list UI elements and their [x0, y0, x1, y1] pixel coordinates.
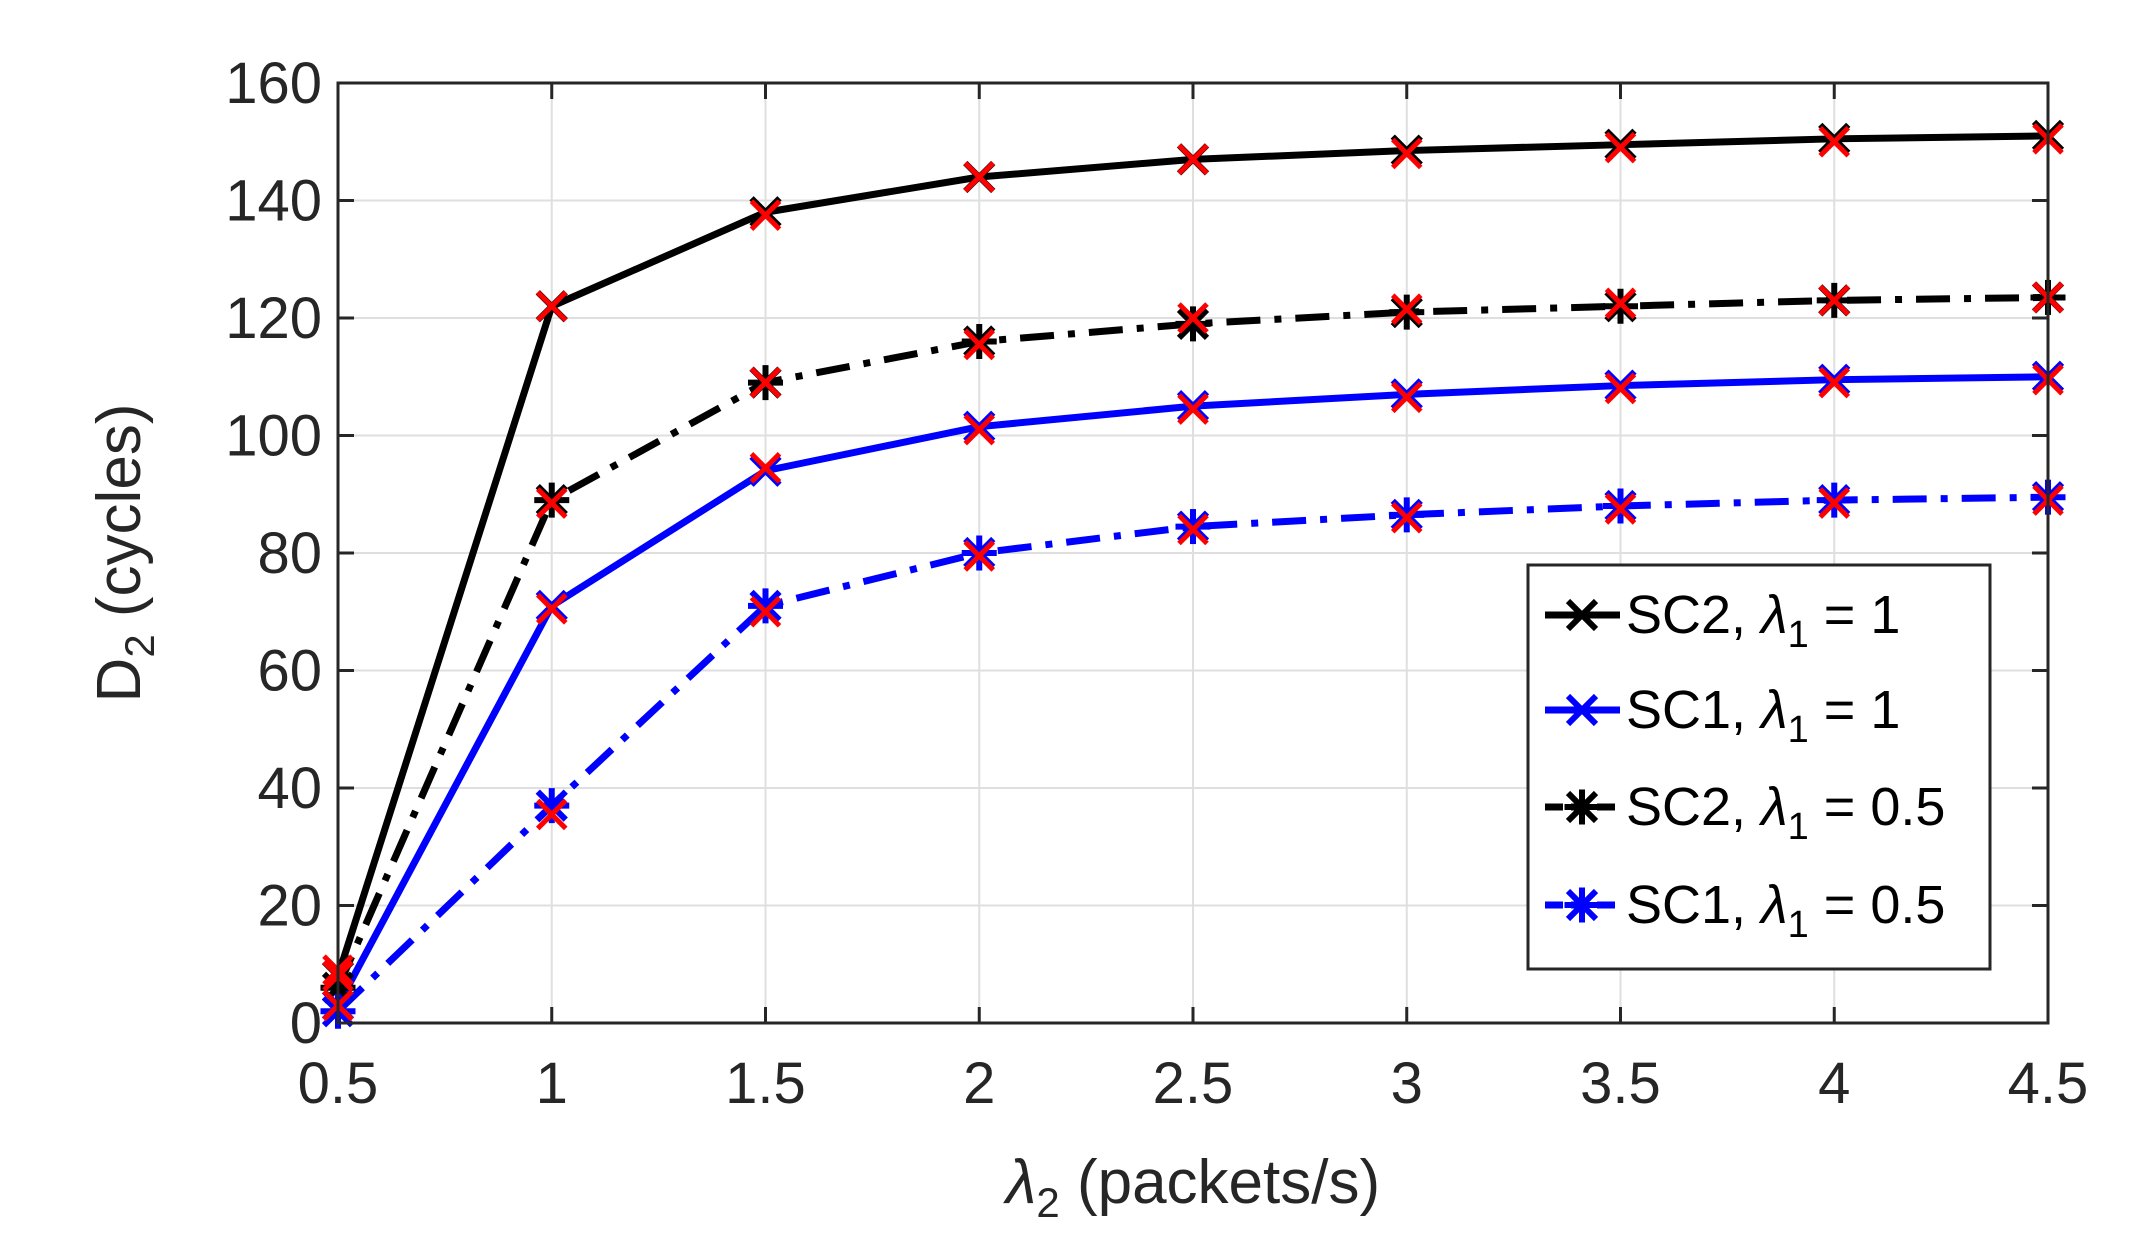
- x-tick-label: 3.5: [1580, 1051, 1661, 1116]
- x-tick-label: 1: [536, 1051, 568, 1116]
- y-tick-label: 100: [225, 404, 322, 469]
- series-line: [335, 493, 2049, 1014]
- simulation-marker: [1390, 137, 1423, 170]
- legend: SC2, λ1 = 1 SC1, λ1 = 1 SC2, λ1 = 0.5 SC1, …: [1526, 563, 1992, 971]
- y-tick-label: 0: [290, 991, 322, 1056]
- simulation-marker: [1390, 501, 1423, 534]
- y-tick-label: 20: [257, 874, 322, 939]
- legend-entry: SC2, λ1 = 0.5: [1626, 777, 1945, 848]
- simulation-marker: [963, 161, 996, 193]
- legend-entry: SC2, λ1 = 1: [1626, 585, 1900, 656]
- simulation-marker: [1818, 125, 1851, 158]
- x-tick-label: 2.5: [1153, 1051, 1234, 1116]
- x-tick-label: 4: [1818, 1051, 1850, 1116]
- x-tick-label: 1.5: [725, 1051, 806, 1116]
- simulation-marker: [1177, 143, 1209, 176]
- simulation-marker: [749, 452, 782, 484]
- simulation-marker: [1390, 293, 1423, 325]
- legend-marker: [1564, 789, 1600, 825]
- legend-marker: [1565, 598, 1599, 632]
- x-axis-label-symbol: λ: [1003, 1148, 1037, 1217]
- simulation-marker: [1818, 366, 1851, 399]
- y-tick-label: 160: [225, 51, 322, 116]
- x-axis-label-text: (packets/s): [1060, 1148, 1380, 1217]
- y-tick-label: 80: [257, 521, 322, 586]
- ticks: [336, 81, 2050, 1025]
- simulation-marker: [963, 540, 996, 572]
- simulation-marker: [535, 290, 568, 323]
- series-marker: [748, 588, 783, 624]
- simulation-marker: [1177, 302, 1209, 334]
- y-axis-label-symbol: D: [85, 658, 154, 703]
- simulation-marker: [1604, 131, 1637, 164]
- series-line: [334, 293, 2049, 990]
- simulation-marker: [535, 593, 568, 625]
- simulation-marker: [963, 328, 996, 361]
- legend-marker: [1565, 693, 1599, 727]
- y-axis-label: D2 (cycles): [85, 404, 163, 703]
- simulation-marker: [749, 199, 782, 231]
- legend-marker: [1564, 887, 1600, 923]
- simulation-marker: [535, 487, 568, 519]
- simulation-marker: [963, 413, 996, 446]
- simulation-marker: [1177, 513, 1209, 546]
- x-tick-label: 4.5: [2008, 1051, 2089, 1116]
- series-layer: [320, 119, 2066, 1029]
- simulation-marker: [1818, 487, 1851, 519]
- x-axis-label-sub: 2: [1036, 1179, 1059, 1226]
- y-tick-label: 140: [225, 169, 322, 234]
- y-axis-label-text: (cycles): [85, 404, 154, 635]
- simulation-marker: [1604, 287, 1637, 320]
- y-axis-label-sub: 2: [116, 634, 163, 657]
- simulation-marker: [749, 366, 782, 399]
- legend-entry: SC1, λ1 = 1: [1626, 680, 1900, 751]
- y-tick-label: 60: [257, 639, 322, 704]
- tick-labels: 0.5 1 1.5 2 2.5 3 3.5 4 4.5 0 20 40 60 80 100 120 140 160: [225, 51, 2088, 1116]
- legend-entry: SC1, λ1 = 0.5: [1626, 875, 1945, 946]
- x-tick-label: 2: [963, 1051, 995, 1116]
- x-tick-label: 3: [1391, 1051, 1423, 1116]
- simulation-marker: [1177, 393, 1209, 425]
- y-tick-label: 120: [225, 286, 322, 351]
- simulation-marker: [749, 595, 782, 628]
- simulation-marker: [1604, 372, 1637, 405]
- simulation-marker: [1604, 493, 1637, 525]
- simulation-marker: [1390, 381, 1423, 414]
- simulation-marker: [1818, 284, 1851, 317]
- x-axis-label: λ2 (packets/s): [1003, 1148, 1380, 1226]
- y-tick-label: 40: [257, 756, 322, 821]
- series-marker: [1175, 306, 1211, 342]
- simulation-marker: [535, 798, 568, 831]
- x-tick-label: 0.5: [298, 1051, 379, 1116]
